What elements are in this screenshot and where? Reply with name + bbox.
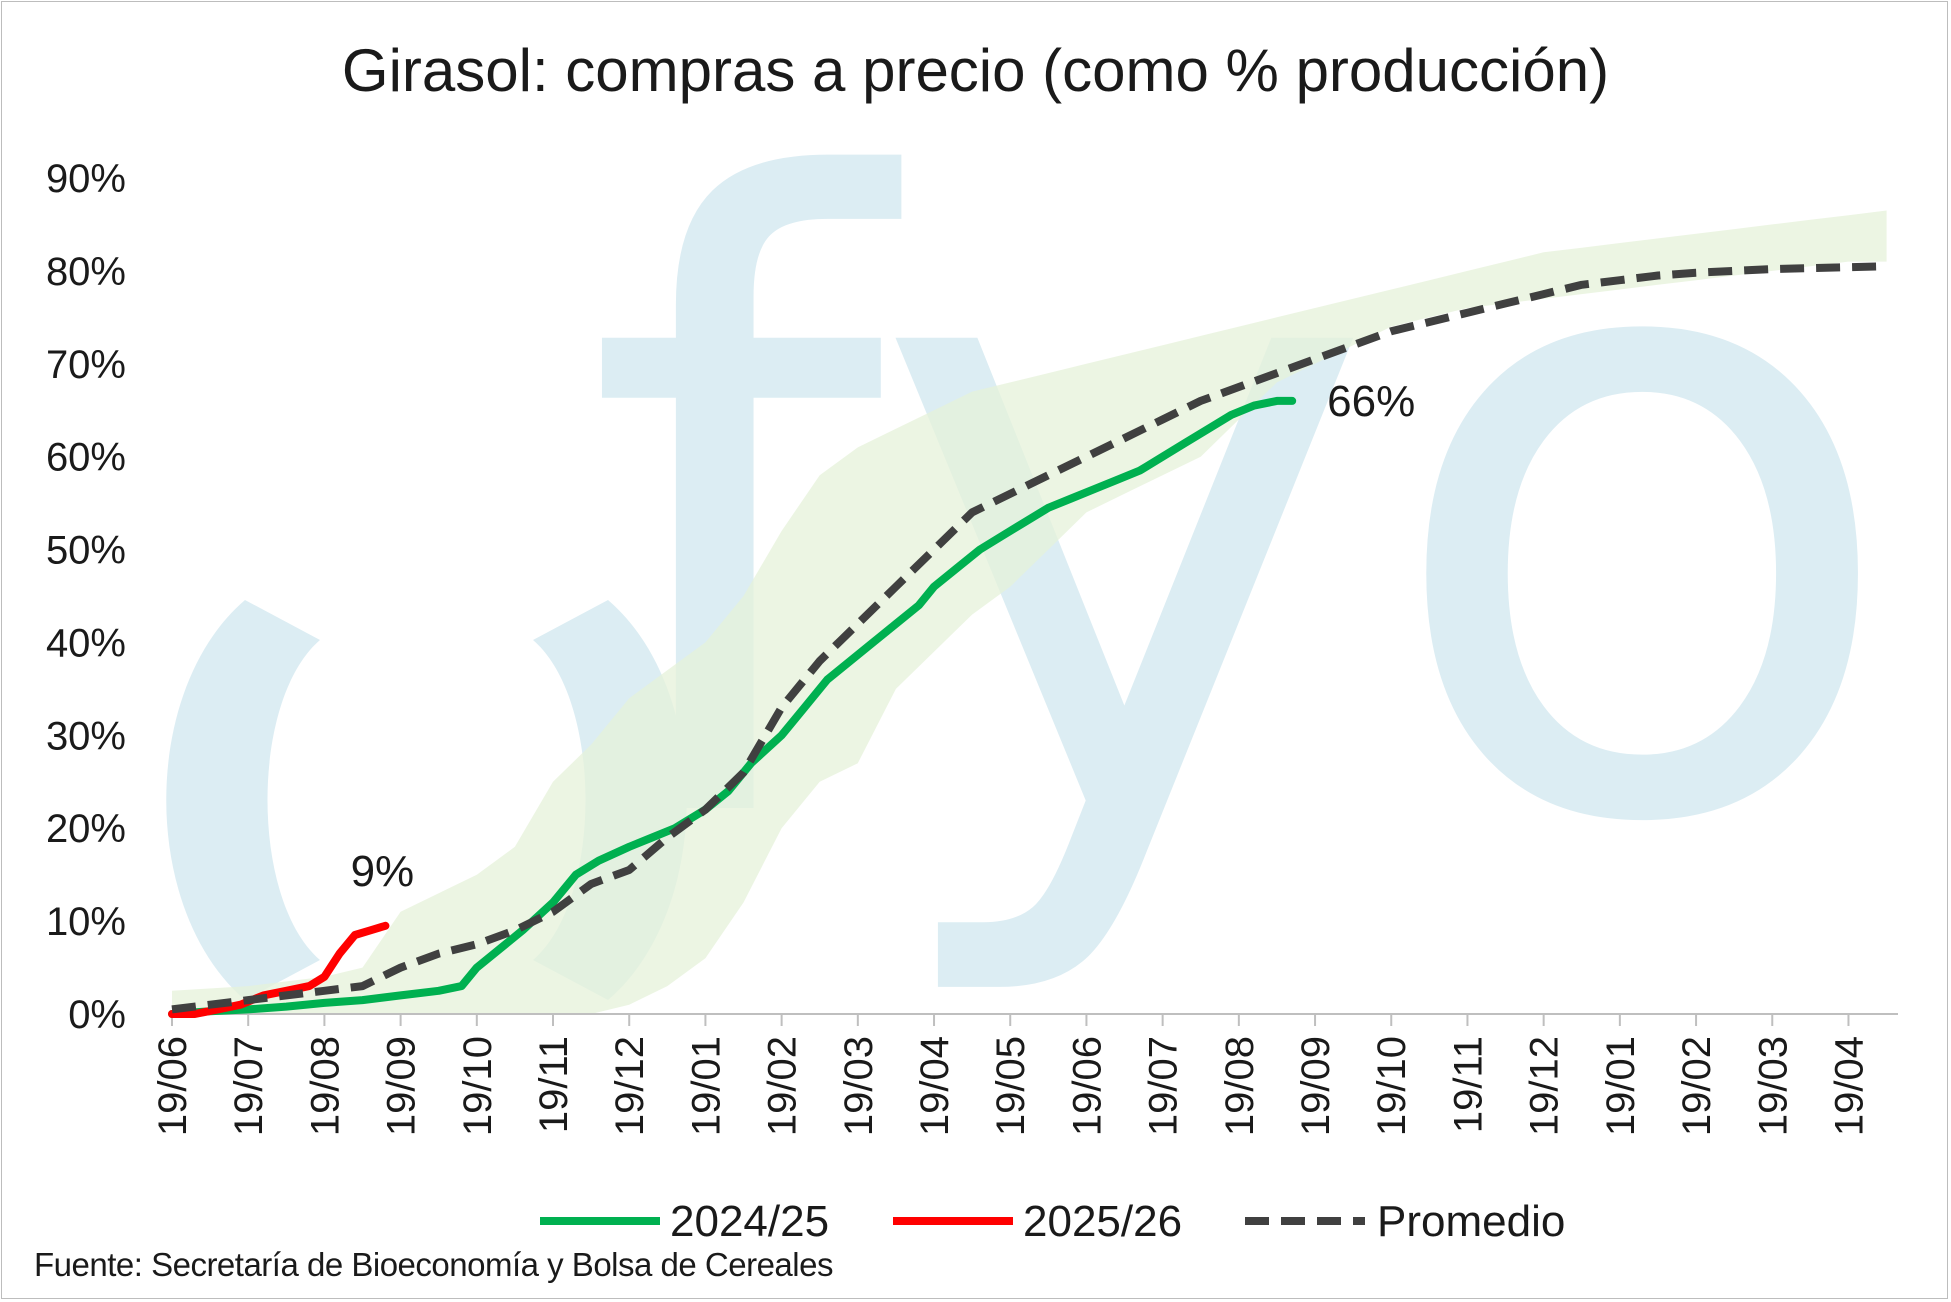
axes: 0% 10% 20% 30% 40% 50% 60% 70% 80% 90% 19/06 19/07 1… bbox=[46, 157, 1898, 1136]
watermark-logo: fyo bbox=[166, 10, 1905, 1011]
x-tick-label: 19/06 bbox=[151, 1036, 195, 1136]
data-labels-layer: 66% 9% bbox=[351, 377, 1416, 896]
y-tick-label: 80% bbox=[46, 250, 126, 294]
source-note: Fuente: Secretaría de Bioeconomía y Bols… bbox=[34, 1246, 833, 1283]
y-tick-label: 90% bbox=[46, 157, 126, 201]
y-tick-label: 50% bbox=[46, 529, 126, 573]
x-tick-label: 19/09 bbox=[1294, 1036, 1338, 1136]
y-tick-label: 0% bbox=[68, 993, 126, 1037]
x-tick-label: 19/08 bbox=[303, 1036, 347, 1136]
x-tick-label: 19/08 bbox=[1218, 1036, 1262, 1136]
series-line-2024-25 bbox=[168, 396, 1297, 1018]
y-tick-label: 30% bbox=[46, 714, 126, 758]
chart-title: Girasol: compras a precio (como % produc… bbox=[341, 37, 1610, 104]
x-tick-label: 19/09 bbox=[380, 1036, 424, 1136]
legend: 2024/25 2025/26 Promedio bbox=[540, 1197, 1565, 1246]
watermark-text: fyo bbox=[582, 10, 1905, 1011]
x-tick-label: 19/11 bbox=[1446, 1036, 1490, 1133]
x-tick-label: 19/10 bbox=[456, 1036, 500, 1136]
range-band bbox=[172, 210, 1887, 1014]
data-label-2025-26: 9% bbox=[351, 847, 415, 896]
x-tick-label: 19/12 bbox=[608, 1036, 652, 1136]
x-tick-label: 19/11 bbox=[532, 1036, 576, 1133]
y-tick-label: 70% bbox=[46, 343, 126, 387]
x-tick-label: 19/07 bbox=[227, 1036, 271, 1136]
y-tick-label: 20% bbox=[46, 807, 126, 851]
x-tick-label: 19/04 bbox=[1827, 1036, 1871, 1136]
series-line-Promedio bbox=[171, 262, 1887, 1014]
series-line-2025-26 bbox=[168, 921, 390, 1018]
legend-label-2025-26: 2025/26 bbox=[1023, 1197, 1182, 1246]
x-tick-label: 19/12 bbox=[1523, 1036, 1567, 1136]
x-tick-label: 19/01 bbox=[684, 1036, 728, 1136]
watermark-arc-left bbox=[166, 600, 320, 1000]
x-tick-label: 19/01 bbox=[1599, 1036, 1643, 1136]
range-band-layer bbox=[172, 210, 1887, 1014]
series-layer bbox=[168, 262, 1887, 1018]
x-tick-label: 19/02 bbox=[761, 1036, 805, 1136]
x-tick-label: 19/06 bbox=[1065, 1036, 1109, 1136]
x-tick-label: 19/10 bbox=[1370, 1036, 1414, 1136]
legend-label-2024-25: 2024/25 bbox=[670, 1197, 829, 1246]
legend-label-Promedio: Promedio bbox=[1377, 1197, 1565, 1246]
x-tick-label: 19/07 bbox=[1142, 1036, 1186, 1136]
x-tick-label: 19/03 bbox=[1751, 1036, 1795, 1136]
y-tick-label: 60% bbox=[46, 436, 126, 480]
x-tick-label: 19/03 bbox=[837, 1036, 881, 1136]
data-label-2024-25: 66% bbox=[1327, 377, 1415, 426]
x-tick-label: 19/05 bbox=[989, 1036, 1033, 1136]
y-tick-label: 40% bbox=[46, 621, 126, 665]
y-tick-label: 10% bbox=[46, 900, 126, 944]
x-tick-label: 19/02 bbox=[1675, 1036, 1719, 1136]
x-tick-label: 19/04 bbox=[913, 1036, 957, 1136]
